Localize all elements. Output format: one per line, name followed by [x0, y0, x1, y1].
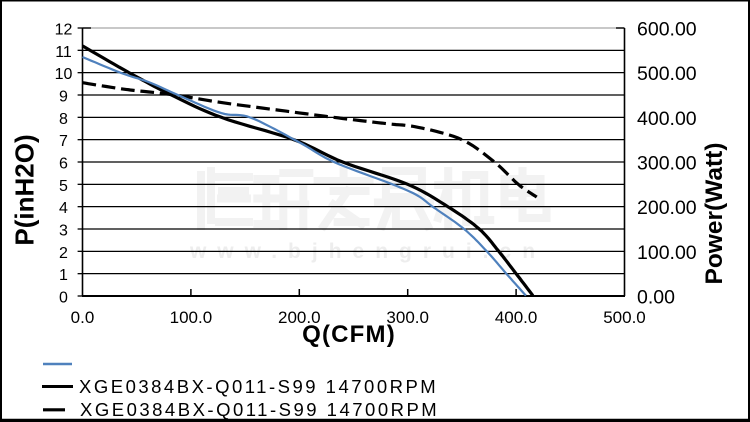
- svg-text:500.00: 500.00: [637, 63, 697, 85]
- svg-text:4: 4: [59, 200, 68, 217]
- svg-text:9: 9: [59, 89, 68, 106]
- svg-text:100.00: 100.00: [637, 242, 697, 264]
- svg-text:XGE0384BX-Q011-S99 14700RPM: XGE0384BX-Q011-S99 14700RPM: [79, 376, 438, 397]
- svg-text:300.0: 300.0: [386, 308, 429, 327]
- svg-text:0.0: 0.0: [71, 308, 95, 327]
- svg-text:6: 6: [59, 156, 68, 173]
- svg-text:500.0: 500.0: [603, 308, 646, 327]
- svg-text:3: 3: [59, 223, 68, 240]
- svg-text:11: 11: [55, 44, 72, 61]
- svg-text:1: 1: [59, 267, 68, 284]
- svg-text:400.0: 400.0: [495, 308, 538, 327]
- svg-text:Q(CFM): Q(CFM): [302, 321, 396, 348]
- svg-text:XGE0384BX-Q011-S99 14700RPM: XGE0384BX-Q011-S99 14700RPM: [80, 399, 439, 420]
- svg-text:100.0: 100.0: [170, 308, 213, 327]
- svg-text:Power(Watt): Power(Watt): [701, 143, 728, 285]
- svg-text:600.00: 600.00: [637, 19, 697, 41]
- svg-text:300.00: 300.00: [637, 153, 697, 175]
- svg-text:200.00: 200.00: [637, 197, 697, 219]
- svg-text:P(inH2O): P(inH2O): [10, 134, 40, 245]
- svg-text:0.00: 0.00: [637, 287, 675, 309]
- svg-text:2: 2: [59, 245, 68, 262]
- svg-text:5: 5: [59, 178, 68, 195]
- svg-text:12: 12: [55, 22, 73, 39]
- svg-text:10: 10: [55, 66, 73, 83]
- svg-text:400.00: 400.00: [637, 108, 697, 130]
- svg-text:8: 8: [59, 111, 68, 128]
- svg-text:200.0: 200.0: [278, 308, 321, 327]
- svg-text:0: 0: [59, 290, 68, 307]
- svg-text:7: 7: [59, 133, 68, 150]
